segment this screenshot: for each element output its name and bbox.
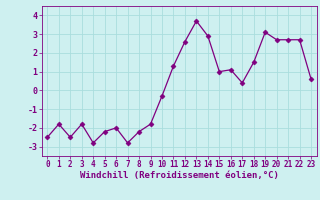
X-axis label: Windchill (Refroidissement éolien,°C): Windchill (Refroidissement éolien,°C) <box>80 171 279 180</box>
